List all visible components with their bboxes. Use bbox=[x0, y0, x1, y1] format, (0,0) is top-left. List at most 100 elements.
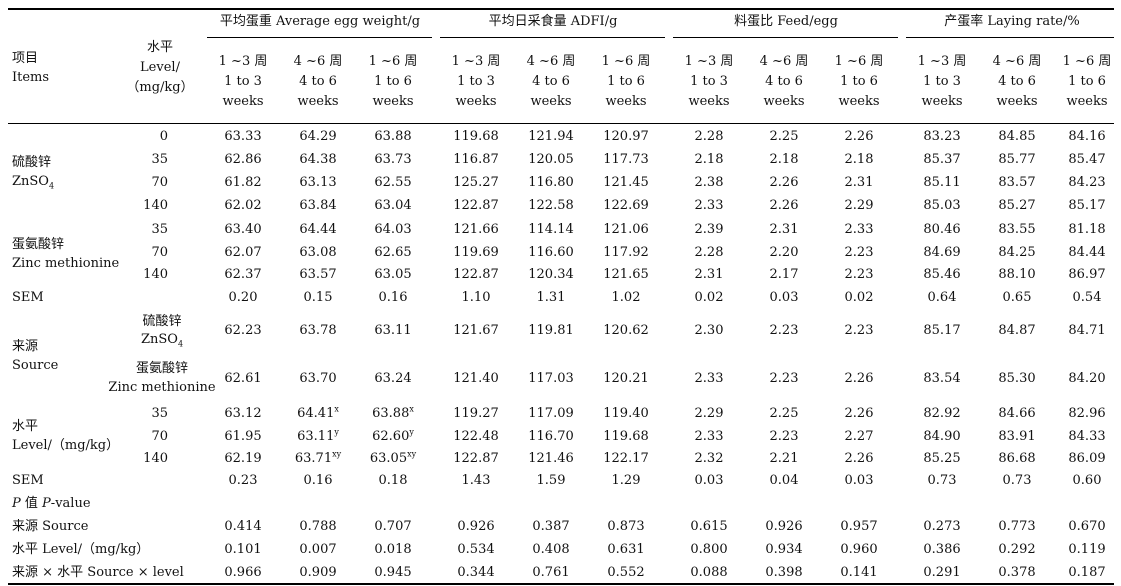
table-cell: 2.20 bbox=[769, 245, 799, 260]
table-cell: 2.21 bbox=[769, 451, 799, 466]
table-cell: 82.92 bbox=[923, 406, 961, 421]
table-cell: 0.15 bbox=[303, 290, 333, 305]
table-cell: 1.59 bbox=[536, 473, 566, 488]
header-group-1: 平均日采食量 ADFI/g bbox=[488, 14, 618, 29]
table-cell: 121.94 bbox=[528, 129, 574, 144]
table-cell: 0.60 bbox=[1072, 473, 1102, 488]
table-cell: 2.33 bbox=[694, 198, 724, 213]
table-cell: 119.40 bbox=[603, 406, 649, 421]
table-cell: 63.71xy bbox=[294, 449, 342, 466]
header-period-zh: 1 ~6 周 bbox=[1062, 54, 1112, 69]
table-cell: 63.11y bbox=[297, 427, 339, 444]
table-cell: 2.23 bbox=[844, 323, 874, 338]
table-cell: 62.23 bbox=[224, 323, 262, 338]
table-cell: 62.07 bbox=[224, 245, 262, 260]
header-group-2: 料蛋比 Feed/egg bbox=[734, 14, 838, 29]
table-cell: 0.141 bbox=[840, 565, 878, 580]
table-cell: 85.17 bbox=[1068, 198, 1106, 213]
header-period-l2: 4 to 6 bbox=[299, 74, 337, 89]
table-cell: 121.66 bbox=[453, 222, 499, 237]
table-cell: 0.187 bbox=[1068, 565, 1106, 580]
row-level: 0 bbox=[159, 129, 168, 144]
table-cell: 62.86 bbox=[224, 152, 262, 167]
table-cell: 84.44 bbox=[1068, 245, 1106, 260]
table-cell: 1.10 bbox=[461, 290, 491, 305]
header-period-l2: 1 to 6 bbox=[840, 74, 878, 89]
header-period-zh: 1 ~3 周 bbox=[218, 54, 268, 69]
table-cell: 86.09 bbox=[1068, 451, 1106, 466]
table-cell: 2.31 bbox=[694, 267, 724, 282]
table-cell: 0.02 bbox=[694, 290, 724, 305]
label-source-znmet-en: Zinc methionine bbox=[108, 380, 216, 395]
table-cell: 2.23 bbox=[769, 371, 799, 386]
header-bottom-rule bbox=[8, 123, 1114, 124]
table-cell: 119.81 bbox=[528, 323, 574, 338]
table-cell: 2.28 bbox=[694, 129, 724, 144]
header-period-l3: weeks bbox=[455, 94, 497, 109]
header-period-l2: 1 to 3 bbox=[690, 74, 728, 89]
table-cell: 2.26 bbox=[844, 451, 874, 466]
label-p-level: 水平 Level/（mg/kg） bbox=[12, 542, 150, 557]
header-period-l3: weeks bbox=[222, 94, 264, 109]
table-cell: 2.33 bbox=[694, 371, 724, 386]
label-source-en: Source bbox=[12, 358, 59, 373]
table-cell: 2.32 bbox=[694, 451, 724, 466]
table-cell: 0.408 bbox=[532, 542, 570, 557]
table-cell: 0.909 bbox=[299, 565, 337, 580]
table-cell: 0.945 bbox=[374, 565, 412, 580]
table-cell: 63.88 bbox=[374, 129, 412, 144]
table-cell: 1.43 bbox=[461, 473, 491, 488]
header-period-zh: 4 ~6 周 bbox=[992, 54, 1042, 69]
table-cell: 0.18 bbox=[378, 473, 408, 488]
table-cell: 62.02 bbox=[224, 198, 262, 213]
header-period-zh: 1 ~3 周 bbox=[684, 54, 734, 69]
table-cell: 0.398 bbox=[765, 565, 803, 580]
table-cell: 63.88x bbox=[372, 404, 414, 421]
table-cell: 85.25 bbox=[923, 451, 961, 466]
table-cell: 121.06 bbox=[603, 222, 649, 237]
row-level: 35 bbox=[151, 406, 168, 421]
header-period-l2: 1 to 6 bbox=[607, 74, 645, 89]
table-cell: 85.30 bbox=[998, 371, 1036, 386]
row-level: 70 bbox=[151, 245, 168, 260]
label-sem-1: SEM bbox=[12, 290, 44, 305]
table-cell: 0.73 bbox=[927, 473, 957, 488]
table-cell: 61.82 bbox=[224, 175, 262, 190]
table-cell: 0.20 bbox=[228, 290, 258, 305]
table-cell: 125.27 bbox=[453, 175, 499, 190]
table-cell: 85.11 bbox=[923, 175, 961, 190]
table-cell: 2.26 bbox=[844, 406, 874, 421]
row-level: 35 bbox=[151, 222, 168, 237]
table-cell: 63.78 bbox=[299, 323, 337, 338]
table-cell: 84.33 bbox=[1068, 429, 1106, 444]
row-level: 140 bbox=[143, 198, 168, 213]
header-period-l3: weeks bbox=[763, 94, 805, 109]
table-cell: 62.55 bbox=[374, 175, 412, 190]
header-period-zh: 1 ~6 周 bbox=[601, 54, 651, 69]
table-cell: 81.18 bbox=[1068, 222, 1106, 237]
table-cell: 88.10 bbox=[998, 267, 1036, 282]
table-cell: 84.71 bbox=[1068, 323, 1106, 338]
header-period-l2: 4 to 6 bbox=[765, 74, 803, 89]
table-cell: 0.02 bbox=[844, 290, 874, 305]
header-period-zh: 1 ~6 周 bbox=[834, 54, 884, 69]
table-cell: 0.414 bbox=[224, 519, 262, 534]
table-cell: 63.08 bbox=[299, 245, 337, 260]
table-cell: 0.03 bbox=[844, 473, 874, 488]
row-level: 70 bbox=[151, 429, 168, 444]
table-cell: 0.386 bbox=[923, 542, 961, 557]
table-cell: 0.761 bbox=[532, 565, 570, 580]
table-cell: 2.23 bbox=[769, 429, 799, 444]
table-cell: 2.31 bbox=[844, 175, 874, 190]
table-cell: 116.80 bbox=[528, 175, 574, 190]
table-cell: 122.87 bbox=[453, 198, 499, 213]
label-znmet-zh: 蛋氨酸锌 bbox=[12, 237, 65, 252]
table-cell: 0.670 bbox=[1068, 519, 1106, 534]
table-cell: 117.73 bbox=[603, 152, 649, 167]
table-cell: 0.631 bbox=[607, 542, 645, 557]
table-cell: 1.31 bbox=[536, 290, 566, 305]
label-p-interaction: 来源 × 水平 Source × level bbox=[12, 565, 184, 580]
table-cell: 63.40 bbox=[224, 222, 262, 237]
table-cell: 0.926 bbox=[765, 519, 803, 534]
row-level: 140 bbox=[143, 451, 168, 466]
